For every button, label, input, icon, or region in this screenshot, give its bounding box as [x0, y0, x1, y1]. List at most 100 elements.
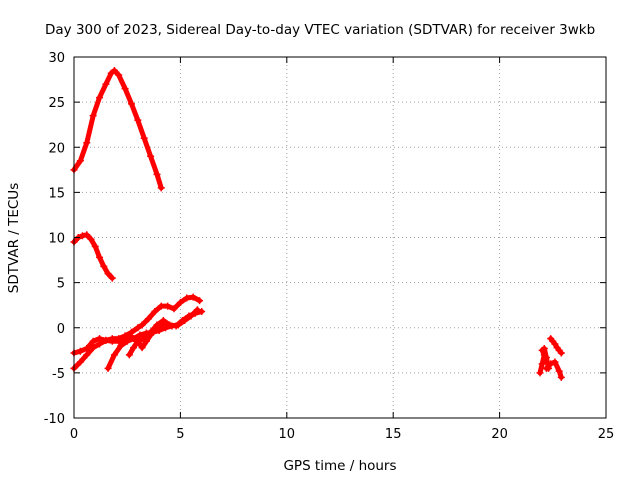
- data-point: [96, 335, 104, 343]
- data-point: [96, 94, 104, 102]
- data-point: [551, 358, 559, 366]
- data-point: [115, 337, 123, 345]
- y-tick-label: -10: [44, 412, 65, 427]
- data-point: [121, 85, 129, 93]
- y-tick-label: 25: [48, 96, 65, 111]
- data-point: [147, 331, 155, 339]
- data-point: [134, 116, 142, 124]
- data-point: [142, 329, 150, 337]
- data-point: [130, 335, 138, 343]
- data-point: [142, 337, 150, 345]
- data-point: [110, 351, 118, 359]
- data-point: [189, 293, 197, 301]
- data-point: [87, 235, 95, 243]
- data-point: [76, 157, 84, 165]
- data-point: [557, 373, 565, 381]
- data-point: [170, 305, 178, 313]
- y-tick-label: 15: [48, 186, 65, 201]
- data-point: [125, 351, 133, 359]
- data-point: [83, 231, 91, 239]
- data-point: [91, 243, 99, 251]
- data-point: [174, 321, 182, 329]
- y-tick-label: -5: [52, 367, 65, 382]
- grid: [74, 57, 606, 418]
- y-tick-label: 0: [57, 322, 65, 337]
- data-point: [162, 324, 170, 332]
- data-point: [187, 312, 195, 320]
- data-point: [76, 358, 84, 366]
- data-point: [76, 347, 84, 355]
- data-point: [538, 360, 546, 368]
- data-point: [183, 294, 191, 302]
- data-point: [138, 344, 146, 352]
- y-axis-label: SDTVAR / TECUs: [6, 183, 22, 293]
- data-point: [89, 112, 97, 120]
- x-axis-label: GPS time / hours: [283, 458, 396, 474]
- y-tick-label: 20: [48, 141, 65, 156]
- x-tick-label: 20: [491, 427, 508, 442]
- data-point: [540, 345, 548, 353]
- data-point: [89, 337, 97, 345]
- y-tick-label: 10: [48, 232, 65, 247]
- data-point: [157, 302, 165, 310]
- data-point: [79, 232, 87, 240]
- data-point: [155, 324, 163, 332]
- data-point: [181, 317, 189, 325]
- data-point: [176, 298, 184, 306]
- series-arc-2: [71, 232, 115, 281]
- x-tick-label: 5: [176, 427, 184, 442]
- data-point: [198, 308, 206, 316]
- data-point: [157, 184, 165, 192]
- data-point: [110, 67, 118, 75]
- data-point: [151, 326, 159, 334]
- data-point: [193, 306, 201, 314]
- data-point: [138, 321, 146, 329]
- data-point: [117, 342, 125, 350]
- data-point: [83, 139, 91, 147]
- data-point: [100, 262, 108, 270]
- data-point: [104, 364, 112, 372]
- data-point: [130, 344, 138, 352]
- data-point: [83, 351, 91, 359]
- data-point: [542, 364, 550, 372]
- data-series: [70, 67, 565, 381]
- data-point: [164, 302, 172, 310]
- data-point: [102, 80, 110, 88]
- data-point: [140, 134, 148, 142]
- data-point: [108, 337, 116, 345]
- data-point: [134, 324, 142, 332]
- x-tick-label: 25: [598, 427, 615, 442]
- y-tick-label: 5: [57, 277, 65, 292]
- data-point: [168, 322, 176, 330]
- x-tick-label: 0: [70, 427, 78, 442]
- data-point: [159, 319, 167, 327]
- data-point: [151, 308, 159, 316]
- data-point: [144, 315, 152, 323]
- y-axis-ticks: -10 -5 0 5 10 15 20 25 30: [44, 51, 606, 427]
- x-axis-ticks: 0 5 10 15 20 25: [70, 57, 614, 442]
- data-point: [108, 274, 116, 282]
- data-point: [136, 331, 144, 339]
- data-point: [542, 354, 550, 362]
- data-point: [115, 71, 123, 79]
- data-point: [551, 340, 559, 348]
- data-point: [127, 100, 135, 108]
- data-point: [196, 297, 204, 305]
- data-point: [83, 345, 91, 353]
- chart-title: Day 300 of 2023, Sidereal Day-to-day VTE…: [45, 22, 595, 38]
- data-point: [104, 270, 112, 278]
- data-point: [123, 337, 131, 345]
- series-arc-1: [71, 68, 164, 191]
- y-tick-label: 30: [48, 51, 65, 66]
- data-point: [555, 367, 563, 375]
- data-point: [134, 337, 142, 345]
- data-point: [96, 253, 104, 261]
- data-point: [536, 369, 544, 377]
- data-point: [147, 152, 155, 160]
- x-tick-label: 15: [385, 427, 402, 442]
- x-tick-label: 10: [279, 427, 296, 442]
- data-point: [547, 360, 555, 368]
- data-point: [153, 170, 161, 178]
- data-point: [102, 336, 110, 344]
